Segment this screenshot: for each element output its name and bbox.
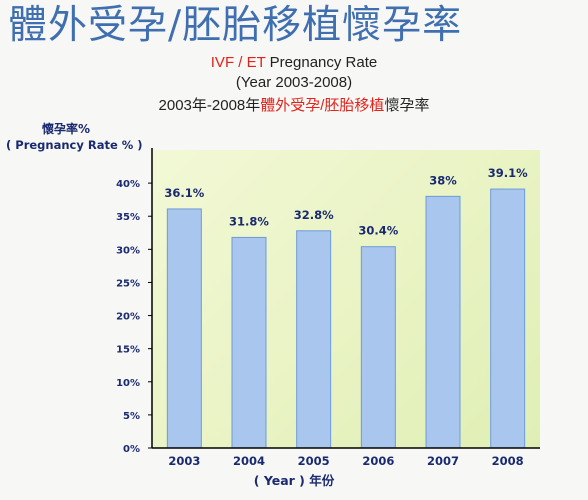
main-title: 體外受孕/胚胎移植懷孕率 bbox=[8, 3, 463, 48]
subtitle-chinese: 2003年-2008年體外受孕/胚胎移植懷孕率 bbox=[0, 94, 588, 115]
x-tick-label: 2003 bbox=[168, 454, 200, 468]
subtitle-years: (Year 2003-2008) bbox=[235, 74, 353, 91]
bar bbox=[166, 208, 202, 449]
bar bbox=[360, 246, 396, 449]
y-tick-label: 35% bbox=[116, 212, 140, 223]
subtitle-zh-suffix: 懷孕率 bbox=[384, 97, 430, 114]
subtitle-english: IVF / ET Pregnancy Rate bbox=[0, 54, 588, 71]
bar-value-label: 39.1% bbox=[488, 166, 528, 180]
x-tick-label: 2006 bbox=[362, 454, 394, 468]
bar bbox=[490, 188, 526, 449]
y-tick-label: 40% bbox=[116, 179, 140, 190]
x-axis-label: ( Year ) 年份 bbox=[253, 473, 335, 488]
plot-area bbox=[152, 150, 540, 448]
y-axis-label-zh: 懷孕率% bbox=[42, 122, 91, 136]
x-tick-label: 2004 bbox=[233, 454, 265, 468]
x-tick-label: 2008 bbox=[492, 454, 524, 468]
y-axis-label-en: ( Pregnancy Rate % ) bbox=[6, 138, 143, 152]
bar bbox=[231, 236, 267, 449]
y-tick-label: 20% bbox=[116, 312, 140, 323]
bar bbox=[296, 230, 332, 449]
y-tick-label: 0% bbox=[123, 444, 140, 455]
bar-value-label: 36.1% bbox=[164, 186, 204, 200]
subtitle-zh-red: 體外受孕/胚胎移植 bbox=[260, 97, 385, 114]
subtitle-ivf-et: IVF / ET bbox=[210, 54, 266, 71]
y-tick-label: 30% bbox=[116, 245, 140, 256]
y-tick-label: 15% bbox=[116, 345, 140, 356]
y-tick-label: 10% bbox=[116, 378, 140, 389]
x-tick-label: 2007 bbox=[427, 454, 459, 468]
bar-value-label: 32.8% bbox=[294, 208, 334, 222]
bar-value-label: 38% bbox=[429, 173, 457, 187]
y-tick-label: 5% bbox=[123, 411, 140, 422]
subtitle-pregnancy-rate: Pregnancy Rate bbox=[265, 54, 378, 71]
bar-value-label: 31.8% bbox=[229, 214, 269, 228]
x-tick-label: 2005 bbox=[298, 454, 330, 468]
y-tick-label: 25% bbox=[116, 278, 140, 289]
bar bbox=[425, 195, 461, 449]
bar-value-label: 30.4% bbox=[358, 224, 398, 238]
subtitle-zh-prefix: 2003年-2008年 bbox=[158, 97, 261, 114]
